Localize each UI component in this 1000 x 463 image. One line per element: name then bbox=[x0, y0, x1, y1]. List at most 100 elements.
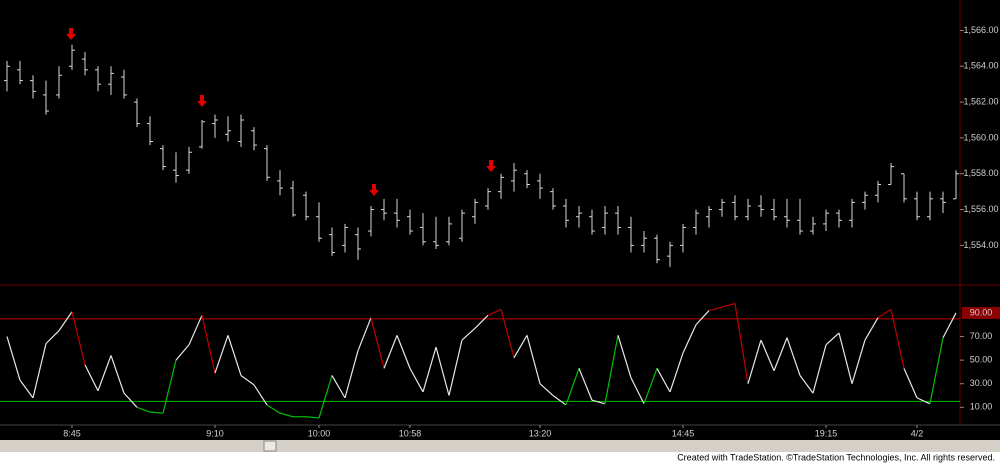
oscillator-segment bbox=[916, 397, 931, 405]
oscillator-segment bbox=[32, 343, 47, 399]
oscillator-segment bbox=[617, 335, 632, 378]
oscillator-segment bbox=[253, 384, 268, 406]
arrow bbox=[486, 160, 496, 172]
x-tick-label: 8:45 bbox=[63, 428, 81, 438]
oscillator-segment bbox=[864, 317, 879, 341]
oscillator-segment bbox=[773, 337, 788, 371]
oscillator-segment bbox=[578, 368, 593, 401]
oscillator-segment bbox=[97, 355, 112, 392]
oscillator-segment bbox=[227, 335, 242, 376]
oscillator-segment bbox=[331, 375, 346, 399]
oscillator-segment bbox=[734, 303, 749, 384]
oscillator-segment bbox=[877, 308, 892, 319]
oscillator-segment bbox=[123, 392, 138, 408]
oscillator-segment bbox=[500, 309, 515, 358]
oscillator-segment bbox=[799, 375, 814, 394]
footer: Created with TradeStation. ©TradeStation… bbox=[677, 452, 995, 462]
oscillator-segment bbox=[474, 314, 489, 329]
y-tick-label: 50.00 bbox=[970, 355, 993, 365]
x-tick-label: 19:15 bbox=[815, 428, 838, 438]
oscillator-segment bbox=[435, 346, 450, 396]
oscillator-segment bbox=[682, 324, 697, 354]
last-value-label: 90.00 bbox=[970, 307, 993, 317]
oscillator-segment bbox=[643, 368, 658, 404]
oscillator-segment bbox=[461, 327, 476, 341]
oscillator-segment bbox=[370, 317, 385, 369]
oscillator-segment bbox=[305, 416, 320, 419]
y-tick-label: 1,558.00 bbox=[963, 168, 998, 178]
y-tick-label: 1,554.00 bbox=[963, 240, 998, 250]
oscillator-segment bbox=[630, 377, 645, 405]
oscillator-segment bbox=[838, 332, 853, 384]
y-tick-label: 70.00 bbox=[970, 331, 993, 341]
oscillator-segment bbox=[84, 364, 99, 392]
oscillator-segment bbox=[318, 375, 333, 419]
oscillator-segment bbox=[162, 359, 177, 414]
oscillator-segment bbox=[942, 312, 957, 338]
oscillator-segment bbox=[383, 335, 398, 369]
oscillator-segment bbox=[110, 355, 125, 394]
oscillator-segment bbox=[240, 374, 255, 386]
oscillator-segment bbox=[448, 339, 463, 396]
scrollbar[interactable] bbox=[0, 440, 1000, 452]
x-tick-label: 10:58 bbox=[399, 428, 422, 438]
oscillator-segment bbox=[136, 406, 151, 413]
y-tick-label: 10.00 bbox=[970, 402, 993, 412]
oscillator-segment bbox=[487, 308, 502, 316]
oscillator-segment bbox=[58, 311, 73, 331]
arrow bbox=[369, 184, 379, 196]
oscillator-segment bbox=[422, 346, 437, 393]
x-tick-label: 13:20 bbox=[529, 428, 552, 438]
last-value-box bbox=[962, 306, 1000, 319]
oscillator-segment bbox=[539, 383, 554, 396]
scroll-thumb[interactable] bbox=[263, 440, 277, 452]
oscillator-segment bbox=[513, 335, 528, 359]
oscillator-segment bbox=[786, 337, 801, 376]
oscillator-segment bbox=[279, 412, 294, 418]
x-tick-label: 9:10 bbox=[206, 428, 224, 438]
oscillator-segment bbox=[656, 368, 671, 393]
oscillator-segment bbox=[825, 332, 840, 346]
oscillator-segment bbox=[201, 315, 216, 374]
oscillator-segment bbox=[708, 306, 723, 312]
oscillator-segment bbox=[45, 330, 60, 345]
y-tick-label: 1,562.00 bbox=[963, 96, 998, 106]
oscillator-segment bbox=[604, 335, 619, 404]
oscillator-segment bbox=[552, 395, 567, 406]
oscillator-segment bbox=[851, 339, 866, 384]
oscillator-segment bbox=[669, 352, 684, 393]
oscillator-segment bbox=[929, 337, 944, 404]
signal-arrows bbox=[66, 28, 496, 196]
oscillator-segment bbox=[19, 379, 34, 399]
footer-bar bbox=[0, 452, 1000, 463]
oscillator-segment bbox=[526, 335, 541, 384]
oscillator-segment bbox=[396, 335, 411, 369]
oscillator-segment bbox=[890, 309, 905, 369]
y-tick-label: 1,560.00 bbox=[963, 132, 998, 142]
arrow bbox=[197, 95, 207, 107]
oscillator-segment bbox=[344, 350, 359, 399]
oscillator-segment bbox=[71, 311, 86, 365]
x-tick-label: 4/2 bbox=[911, 428, 924, 438]
oscillator-segment bbox=[591, 399, 606, 405]
oscillator-segment bbox=[175, 344, 190, 361]
oscillator-segment bbox=[760, 339, 775, 371]
oscillator-segment bbox=[188, 315, 203, 346]
x-tick-label: 14:45 bbox=[672, 428, 695, 438]
oscillator-segment bbox=[721, 302, 736, 308]
oscillator-segment bbox=[903, 368, 918, 399]
oscillator-segment bbox=[6, 336, 21, 381]
y-tick-label: 1,566.00 bbox=[963, 25, 998, 35]
y-tick-label: 30.00 bbox=[970, 378, 993, 388]
oscillator-segment bbox=[747, 339, 762, 384]
y-tick-label: 1,556.00 bbox=[963, 204, 998, 214]
oscillator-segment bbox=[565, 368, 580, 406]
oscillator-segment bbox=[357, 317, 372, 351]
oscillator-segment bbox=[409, 368, 424, 393]
oscillator-segment bbox=[149, 411, 164, 414]
arrow bbox=[66, 28, 76, 40]
x-tick-label: 10:00 bbox=[308, 428, 331, 438]
